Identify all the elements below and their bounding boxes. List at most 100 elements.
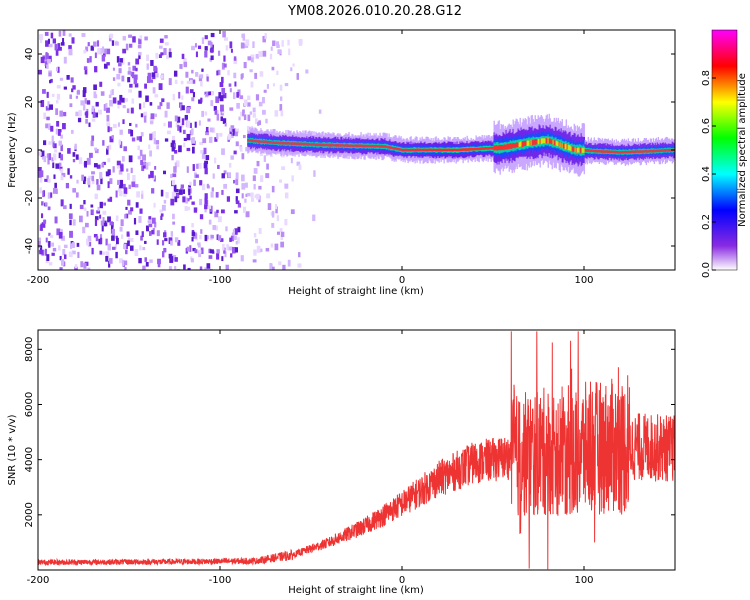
noise-cell: [271, 222, 275, 228]
noise-cell: [199, 198, 203, 206]
ridge-cell: [394, 147, 396, 150]
noise-cell: [179, 126, 182, 133]
noise-cell: [122, 48, 127, 54]
ridge-cell: [438, 148, 440, 152]
ridge-cell: [516, 142, 518, 148]
noise-cell: [191, 146, 195, 154]
noise-cell: [83, 200, 86, 205]
noise-cell: [48, 262, 53, 266]
noise-cell: [46, 116, 50, 121]
noise-cell: [102, 161, 106, 165]
spectrogram-xtick-label: -200: [27, 275, 50, 286]
noise-cell: [204, 35, 208, 40]
ridge-cell: [618, 151, 620, 154]
noise-cell: [198, 250, 202, 258]
noise-cell: [128, 184, 131, 189]
noise-cell: [99, 214, 102, 219]
noise-cell: [51, 93, 55, 97]
noise-cell: [66, 74, 70, 80]
noise-cell: [198, 120, 201, 126]
noise-cell: [75, 111, 79, 117]
noise-cell: [174, 162, 177, 169]
noise-cell: [217, 50, 221, 56]
ridge-cell: [260, 140, 262, 143]
ridge-cell: [274, 141, 276, 145]
noise-cell: [243, 99, 248, 106]
noise-cell: [176, 193, 179, 198]
noise-cell: [233, 235, 237, 240]
ridge-cell: [343, 144, 345, 147]
noise-cell: [46, 91, 49, 98]
noise-cell: [43, 156, 47, 163]
noise-cell: [225, 45, 229, 51]
noise-cell: [197, 45, 202, 50]
noise-cell: [230, 253, 233, 258]
noise-cell: [61, 235, 65, 241]
ridge-cell: [355, 144, 357, 148]
noise-cell: [151, 188, 155, 194]
ridge-cell: [466, 148, 468, 151]
noise-cell: [133, 74, 138, 80]
noise-cell: [100, 177, 103, 185]
noise-cell: [119, 94, 123, 102]
noise-cell: [284, 82, 289, 87]
ridge-cell: [306, 142, 308, 146]
ridge-cell: [471, 148, 473, 151]
noise-cell: [138, 215, 142, 223]
noise-cell: [228, 83, 232, 87]
ridge-cell: [406, 148, 408, 152]
ridge-cell: [423, 148, 425, 152]
noise-cell: [89, 56, 92, 63]
noise-cell: [82, 226, 86, 234]
ridge-cell: [440, 148, 442, 152]
noise-cell: [141, 190, 144, 195]
noise-cell: [160, 213, 164, 217]
noise-cell: [256, 245, 261, 253]
noise-cell: [198, 99, 202, 104]
ridge-cell: [638, 150, 640, 153]
ridge-cell: [633, 150, 635, 154]
noise-cell: [291, 175, 294, 182]
noise-cell: [130, 207, 134, 212]
noise-cell: [95, 112, 99, 118]
noise-cell: [194, 249, 198, 254]
ridge-cell: [528, 140, 530, 146]
ridge-cell: [356, 144, 358, 148]
noise-cell: [262, 50, 267, 57]
noise-cell: [61, 258, 65, 266]
noise-cell: [149, 79, 154, 83]
ridge-cell: [561, 143, 563, 149]
colorbar-ticks: 0.0 0.2 0.4 0.6 0.8: [701, 70, 716, 278]
noise-cell: [201, 152, 206, 159]
ridge-cell: [410, 148, 412, 152]
noise-cell: [137, 44, 142, 49]
ridge-cell: [664, 149, 667, 152]
noise-cell: [130, 107, 134, 114]
ridge-cell: [600, 149, 602, 153]
noise-cell: [112, 77, 116, 81]
noise-cell: [50, 32, 54, 39]
noise-cell: [69, 94, 72, 99]
noise-cell: [235, 240, 238, 245]
ridge-cell: [247, 139, 249, 142]
noise-cell: [88, 242, 92, 247]
noise-cell: [96, 210, 101, 214]
noise-cell: [171, 191, 175, 199]
noise-cell: [135, 58, 140, 65]
noise-cell: [227, 134, 232, 140]
ridge-cell: [338, 143, 340, 147]
noise-cell: [44, 31, 49, 36]
noise-cell: [55, 188, 58, 194]
noise-cell: [243, 61, 247, 69]
noise-cell: [174, 115, 178, 122]
noise-cell: [151, 229, 154, 235]
noise-cell: [97, 48, 101, 55]
noise-cell: [56, 85, 61, 89]
ridge-cell: [652, 149, 655, 153]
ridge-cell: [532, 140, 534, 146]
ridge-cell: [422, 148, 424, 152]
ridge-cell: [580, 147, 582, 153]
noise-cell: [140, 113, 144, 118]
noise-cell: [62, 38, 65, 44]
noise-cell: [49, 79, 52, 84]
